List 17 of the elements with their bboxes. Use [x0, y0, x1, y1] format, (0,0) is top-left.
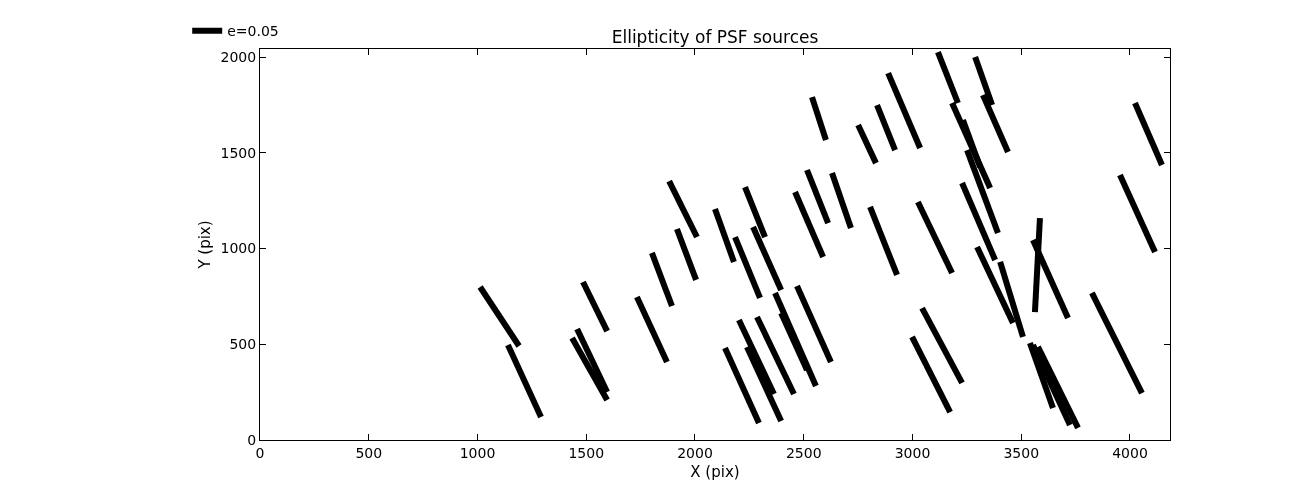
x-tick-label: 1000: [459, 444, 496, 461]
x-tick-label: 1500: [568, 444, 605, 461]
y-tick-label: 0: [247, 431, 257, 448]
x-tick-label: 2000: [677, 444, 713, 461]
chart-title: Ellipticity of PSF sources: [611, 27, 819, 47]
y-axis-title: Y (pix): [195, 220, 214, 270]
y-tick-label: 500: [229, 336, 257, 353]
x-tick-label: 2500: [785, 444, 822, 461]
x-tick-label: 500: [355, 444, 383, 461]
x-tick-label: 4000: [1112, 444, 1148, 461]
x-tick-label: 3500: [1003, 444, 1040, 461]
x-axis-title: X (pix): [690, 462, 740, 481]
y-tick-label: 1500: [220, 144, 257, 161]
y-tick-label: 1000: [220, 240, 257, 257]
x-tick-label: 3000: [894, 444, 931, 461]
legend-label: e=0.05: [227, 23, 279, 40]
y-tick-label: 2000: [220, 48, 257, 65]
